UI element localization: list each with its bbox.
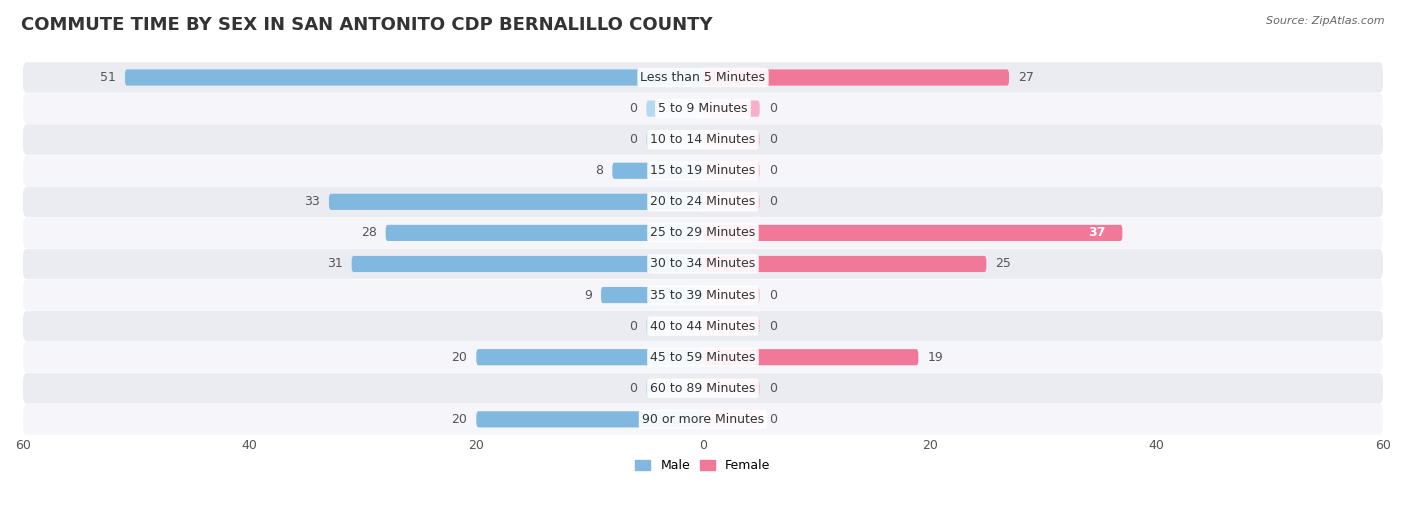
- Text: 60 to 89 Minutes: 60 to 89 Minutes: [651, 382, 755, 395]
- FancyBboxPatch shape: [613, 163, 703, 179]
- Text: 20 to 24 Minutes: 20 to 24 Minutes: [651, 195, 755, 208]
- FancyBboxPatch shape: [703, 380, 759, 396]
- Text: Source: ZipAtlas.com: Source: ZipAtlas.com: [1267, 16, 1385, 26]
- FancyBboxPatch shape: [647, 132, 703, 148]
- Text: 90 or more Minutes: 90 or more Minutes: [643, 413, 763, 426]
- FancyBboxPatch shape: [22, 342, 1384, 372]
- FancyBboxPatch shape: [477, 349, 703, 365]
- FancyBboxPatch shape: [22, 249, 1384, 279]
- Text: 19: 19: [928, 351, 943, 364]
- FancyBboxPatch shape: [703, 194, 759, 210]
- FancyBboxPatch shape: [647, 380, 703, 396]
- FancyBboxPatch shape: [600, 287, 703, 303]
- Text: 8: 8: [595, 164, 603, 177]
- FancyBboxPatch shape: [22, 62, 1384, 93]
- FancyBboxPatch shape: [703, 256, 987, 272]
- FancyBboxPatch shape: [22, 93, 1384, 124]
- FancyBboxPatch shape: [22, 186, 1384, 217]
- Text: 0: 0: [769, 195, 776, 208]
- Text: 25 to 29 Minutes: 25 to 29 Minutes: [651, 227, 755, 240]
- Text: 45 to 59 Minutes: 45 to 59 Minutes: [651, 351, 755, 364]
- Text: 31: 31: [326, 257, 343, 270]
- FancyBboxPatch shape: [329, 194, 703, 210]
- Text: 35 to 39 Minutes: 35 to 39 Minutes: [651, 289, 755, 302]
- Text: Less than 5 Minutes: Less than 5 Minutes: [641, 71, 765, 84]
- FancyBboxPatch shape: [352, 256, 703, 272]
- Legend: Male, Female: Male, Female: [630, 454, 776, 477]
- Text: 0: 0: [769, 164, 776, 177]
- FancyBboxPatch shape: [22, 218, 1384, 248]
- Text: 0: 0: [769, 413, 776, 426]
- Text: 30 to 34 Minutes: 30 to 34 Minutes: [651, 257, 755, 270]
- Text: 20: 20: [451, 351, 467, 364]
- FancyBboxPatch shape: [703, 69, 1010, 86]
- Text: 0: 0: [769, 319, 776, 333]
- FancyBboxPatch shape: [703, 411, 759, 428]
- FancyBboxPatch shape: [703, 101, 759, 117]
- FancyBboxPatch shape: [22, 311, 1384, 341]
- FancyBboxPatch shape: [703, 287, 759, 303]
- Text: 10 to 14 Minutes: 10 to 14 Minutes: [651, 133, 755, 146]
- FancyBboxPatch shape: [703, 349, 918, 365]
- Text: 40 to 44 Minutes: 40 to 44 Minutes: [651, 319, 755, 333]
- FancyBboxPatch shape: [22, 124, 1384, 155]
- Text: 0: 0: [630, 133, 637, 146]
- FancyBboxPatch shape: [477, 411, 703, 428]
- FancyBboxPatch shape: [703, 163, 759, 179]
- Text: 5 to 9 Minutes: 5 to 9 Minutes: [658, 102, 748, 115]
- FancyBboxPatch shape: [703, 225, 1122, 241]
- Text: 51: 51: [100, 71, 115, 84]
- Text: 0: 0: [630, 319, 637, 333]
- Text: 0: 0: [769, 102, 776, 115]
- Text: COMMUTE TIME BY SEX IN SAN ANTONITO CDP BERNALILLO COUNTY: COMMUTE TIME BY SEX IN SAN ANTONITO CDP …: [21, 16, 713, 33]
- FancyBboxPatch shape: [22, 404, 1384, 435]
- FancyBboxPatch shape: [22, 280, 1384, 310]
- Text: 28: 28: [361, 227, 377, 240]
- Text: 0: 0: [630, 102, 637, 115]
- FancyBboxPatch shape: [703, 318, 759, 334]
- Text: 15 to 19 Minutes: 15 to 19 Minutes: [651, 164, 755, 177]
- Text: 33: 33: [304, 195, 321, 208]
- FancyBboxPatch shape: [22, 373, 1384, 404]
- Text: 25: 25: [995, 257, 1011, 270]
- FancyBboxPatch shape: [22, 156, 1384, 186]
- Text: 0: 0: [630, 382, 637, 395]
- Text: 20: 20: [451, 413, 467, 426]
- Text: 0: 0: [769, 382, 776, 395]
- FancyBboxPatch shape: [647, 101, 703, 117]
- FancyBboxPatch shape: [385, 225, 703, 241]
- Text: 9: 9: [583, 289, 592, 302]
- Text: 27: 27: [1018, 71, 1033, 84]
- FancyBboxPatch shape: [647, 318, 703, 334]
- Text: 0: 0: [769, 289, 776, 302]
- Text: 37: 37: [1088, 227, 1105, 240]
- FancyBboxPatch shape: [125, 69, 703, 86]
- Text: 0: 0: [769, 133, 776, 146]
- FancyBboxPatch shape: [703, 132, 759, 148]
